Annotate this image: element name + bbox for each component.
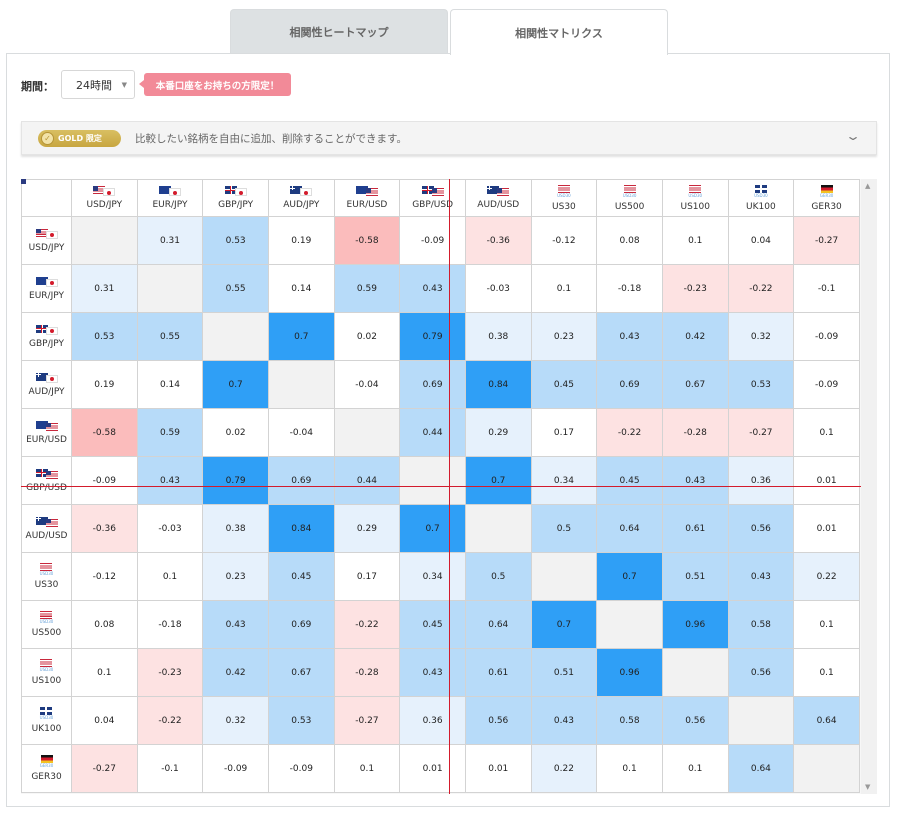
scroll-down-icon[interactable]: ▼ [865, 783, 871, 791]
gold-info-bar[interactable]: ✓ GOLD 限定 比較したい銘柄を自由に追加、削除することができます。 ⌄ [21, 121, 877, 155]
matrix-table: USD/JPYEUR/JPYGBP/JPYAUD/JPYEUR/USDGBP/U… [21, 179, 860, 793]
gold-info-text: 比較したい銘柄を自由に追加、削除することができます。 [135, 132, 407, 145]
gold-coin-icon: ✓ [41, 131, 54, 145]
scroll-up-icon[interactable]: ▲ [865, 182, 871, 190]
tab-heatmap[interactable]: 相関性ヒートマップ [230, 9, 448, 54]
tab-matrix[interactable]: 相関性マトリクス [450, 9, 668, 55]
matrix-panel: 期間： 24時間 ▼ 本番口座をお持ちの方限定！ ✓ GOLD 限定 比較したい… [6, 53, 890, 807]
promo-badge: 本番口座をお持ちの方限定！ [139, 73, 291, 96]
chevron-down-icon: ▼ [121, 81, 127, 89]
period-value: 24時間 [76, 78, 112, 92]
correlation-matrix: USD/JPYEUR/JPYGBP/JPYAUD/JPYEUR/USDGBP/U… [21, 179, 877, 794]
gold-badge-sub: 限定 [85, 133, 102, 143]
chevron-down-icon[interactable]: ⌄ [844, 129, 862, 143]
gold-badge-label: GOLD [58, 133, 84, 143]
vertical-scrollbar[interactable]: ▲ ▼ [861, 179, 877, 794]
tab-bar: 相関性ヒートマップ 相関性マトリクス [230, 9, 668, 55]
gold-badge: ✓ GOLD 限定 [38, 129, 121, 147]
index-flag-icon: USD30 [40, 707, 53, 720]
period-select[interactable]: 24時間 ▼ [61, 70, 135, 99]
table-row: USD30UK1000.04-0.220.320.53-0.270.360.56… [21, 696, 860, 745]
period-label: 期間： [21, 80, 54, 93]
row-header: USD30UK100 [21, 696, 72, 745]
